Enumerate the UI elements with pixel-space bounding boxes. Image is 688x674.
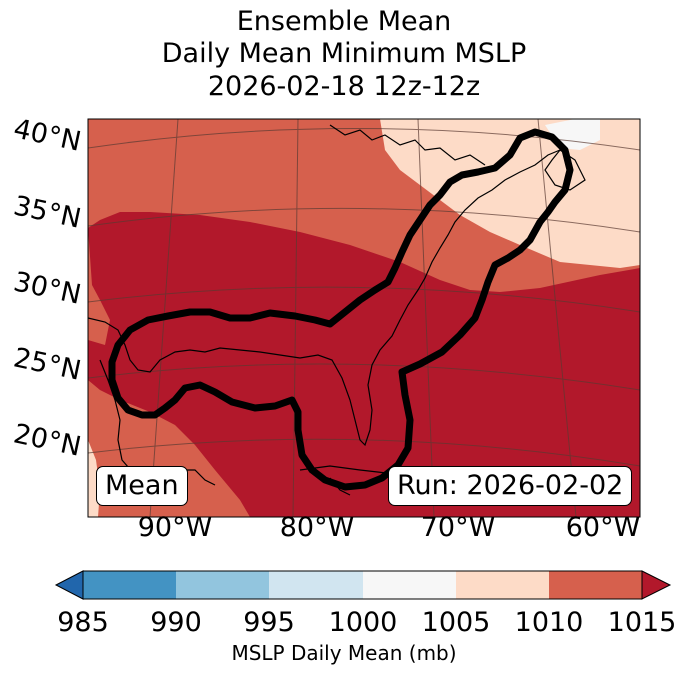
colorbar-extend-high [641, 570, 672, 600]
colorbar-segment-990-995 [176, 571, 269, 599]
colorbar-label: MSLP Daily Mean (mb) [231, 641, 457, 665]
lon-label-90w: 90°W [137, 512, 213, 543]
colorbar-segment-995-1000 [269, 571, 363, 599]
colorbar-tick-1015: 1015 [607, 607, 677, 638]
lon-label-60w: 60°W [565, 512, 641, 543]
title-line-1: Ensemble Mean [236, 6, 452, 37]
pressure-band-1005-1010 [380, 119, 640, 268]
colorbar-tick-985: 985 [57, 607, 109, 638]
colorbar-segment-1005-1010 [456, 571, 549, 599]
lon-label-80w: 80°W [279, 512, 355, 543]
colorbar-tick-1005: 1005 [421, 607, 491, 638]
map-panel [88, 119, 640, 517]
mean-label-box: Mean [96, 466, 188, 506]
colorbar-tick-995: 995 [243, 607, 295, 638]
pressure-band-1010-1015-left [88, 228, 110, 345]
lon-label-70w: 70°W [420, 512, 496, 543]
run-date-box: Run: 2026-02-02 [388, 466, 633, 506]
colorbar-segment-1010-1015 [549, 571, 642, 599]
map-frame [87, 118, 641, 518]
colorbar-tick-1000: 1000 [328, 607, 398, 638]
colorbar [54, 570, 672, 600]
pressure-contour [108, 128, 574, 491]
colorbar-segment-1000-1005 [363, 571, 456, 599]
title-line-2: Daily Mean Minimum MSLP [161, 38, 527, 69]
colorbar-outline [82, 570, 643, 600]
colorbar-tick-990: 990 [150, 607, 202, 638]
colorbar-tick-1010: 1010 [514, 607, 584, 638]
title-line-3: 2026-02-18 12z-12z [207, 71, 481, 102]
pressure-band-1010-1015-corner [88, 119, 110, 195]
colorbar-segment-985-990 [83, 571, 176, 599]
colorbar-extend-low [54, 570, 84, 600]
